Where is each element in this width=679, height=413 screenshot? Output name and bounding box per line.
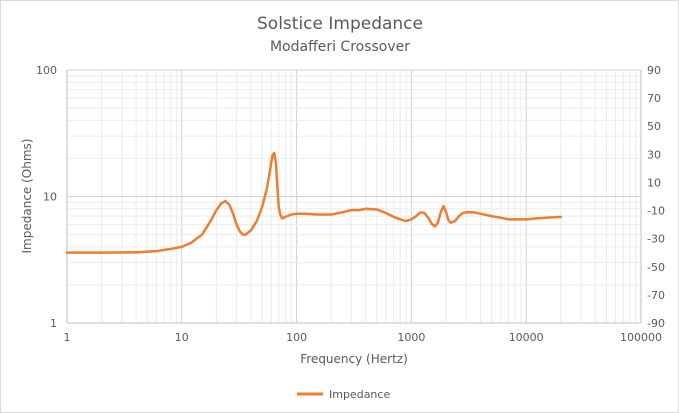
y2-tick-label: 50 — [647, 120, 661, 133]
chart-subtitle: Modafferi Crossover — [270, 39, 410, 55]
legend-label-impedance: Impedance — [329, 388, 390, 401]
y-tick-label: 10 — [43, 191, 57, 204]
grid-layer — [66, 69, 641, 324]
y2-tick-label: -30 — [647, 233, 665, 246]
x-tick-label: 10000 — [509, 331, 544, 344]
x-tick-label: 1000 — [397, 331, 425, 344]
axes-layer — [66, 70, 642, 324]
y2-tick-label: 10 — [647, 176, 661, 189]
y2-tick-label: 90 — [647, 64, 661, 77]
y-tick-label: 100 — [36, 64, 57, 77]
y2-tick-label: -10 — [647, 205, 665, 218]
x-tick-label: 100000 — [620, 331, 662, 344]
y2-tick-label: -70 — [647, 289, 665, 302]
tick-labels: 1 10 100 1000 10000 100000 1 10 100 -90 -70 -50 -30 -… — [36, 64, 665, 344]
y-axis-title: Impedance (Ohms) — [20, 139, 34, 254]
series-layer — [65, 151, 563, 254]
y2-tick-label: 70 — [647, 92, 661, 105]
x-tick-label: 10 — [175, 331, 189, 344]
y2-tick-label: -50 — [647, 261, 665, 274]
chart-title: Solstice Impedance — [257, 14, 423, 34]
x-axis-title: Frequency (Hertz) — [300, 352, 408, 366]
y2-tick-label: 30 — [647, 148, 661, 161]
y-tick-label: 1 — [50, 317, 57, 330]
x-tick-label: 1 — [64, 331, 71, 344]
y2-tick-label: -90 — [647, 317, 665, 330]
legend: Impedance — [297, 388, 390, 401]
series-line-impedance — [65, 151, 563, 254]
x-tick-label: 100 — [286, 331, 307, 344]
